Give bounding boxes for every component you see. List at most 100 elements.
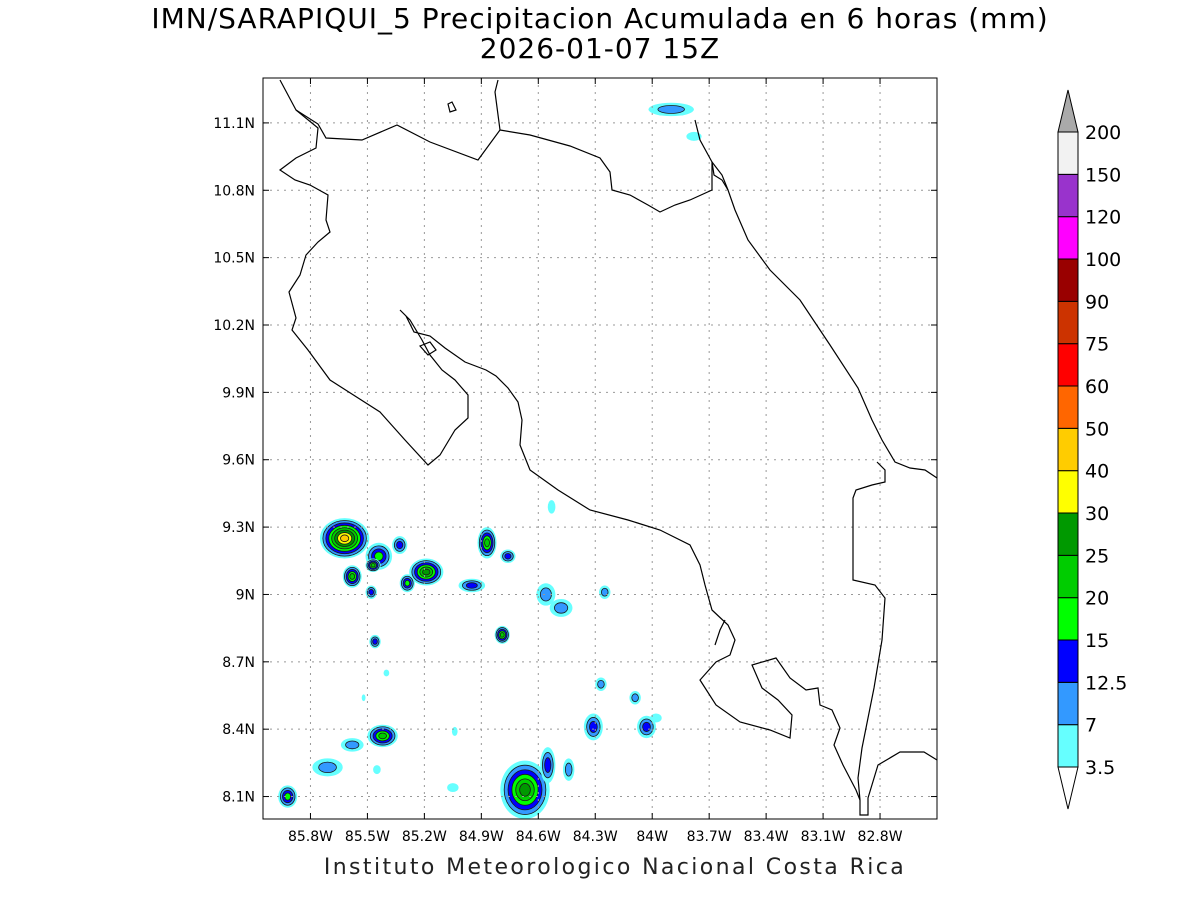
colorbar-label: 3.5 xyxy=(1085,757,1115,779)
colorbar-label: 100 xyxy=(1085,249,1121,271)
coastline-river-caribbean xyxy=(711,161,729,191)
colorbar-label: 50 xyxy=(1085,418,1109,440)
coastlines xyxy=(278,79,938,816)
lat-tick-label: 10.8N xyxy=(213,183,255,199)
institution-credit: Instituto Meteorologico Nacional Costa R… xyxy=(323,855,907,880)
lon-tick-label: 83.1W xyxy=(801,829,846,845)
colorbar-segment xyxy=(1057,597,1079,641)
precip-contour xyxy=(373,765,381,775)
colorbar-segment xyxy=(1057,427,1079,472)
lon-tick-label: 84W xyxy=(636,829,668,845)
precip-contour xyxy=(383,669,390,677)
coastline-osa-inlet xyxy=(714,619,726,646)
precip-contour xyxy=(686,131,702,141)
colorbar-segment xyxy=(1057,131,1079,175)
lat-tick-label: 10.5N xyxy=(213,251,255,267)
precip-contour xyxy=(547,500,556,514)
colorbar-label: 200 xyxy=(1085,122,1121,144)
precip-contour xyxy=(657,105,685,114)
colorbar-segment xyxy=(1057,639,1079,683)
precip-contour xyxy=(601,587,609,597)
lon-tick-label: 85.8W xyxy=(288,829,333,845)
colorbar-segment xyxy=(1057,385,1079,429)
colorbar-label: 60 xyxy=(1085,376,1109,398)
lat-tick-label: 11.1N xyxy=(213,116,255,132)
lat-tick-label: 9.3N xyxy=(222,520,255,536)
colorbar-label: 120 xyxy=(1085,207,1121,229)
colorbar-label: 25 xyxy=(1085,545,1109,567)
precip-contour xyxy=(451,726,458,736)
lon-tick-label: 83.4W xyxy=(744,829,789,845)
precip-contour xyxy=(465,582,478,589)
precip-contour xyxy=(396,540,404,550)
map-frame xyxy=(262,77,938,820)
precip-contour xyxy=(544,757,552,773)
coastline-island-north xyxy=(447,101,457,113)
precip-contour xyxy=(378,732,387,740)
precip-contour xyxy=(404,579,411,587)
precip-contour xyxy=(372,638,378,645)
precipitation-layer xyxy=(278,102,702,819)
colorbar-segment xyxy=(1057,724,1079,768)
map-subtitle: 2026-01-07 15Z xyxy=(479,32,721,65)
precip-contour xyxy=(370,563,376,568)
precip-contour xyxy=(519,783,531,797)
precip-contour xyxy=(318,761,337,773)
colorbar-segment xyxy=(1057,681,1079,726)
colorbar-label: 15 xyxy=(1085,630,1109,652)
precip-contour xyxy=(589,720,598,733)
colorbar-label: 7 xyxy=(1085,715,1097,737)
precip-contour xyxy=(374,551,384,561)
precip-contour xyxy=(447,783,459,793)
colorbar-segment xyxy=(1057,173,1079,218)
precip-contour xyxy=(650,713,662,723)
coastline-caribbean xyxy=(711,161,938,479)
precip-contour xyxy=(368,589,374,596)
colorbar-segment xyxy=(1057,512,1079,556)
coastline-panama-border xyxy=(852,461,938,816)
precip-contour xyxy=(642,721,651,732)
colorbar-lower-arrow xyxy=(1057,766,1079,810)
colorbar-segment xyxy=(1057,554,1079,599)
precip-contour xyxy=(504,553,512,560)
colorbar-label: 20 xyxy=(1085,588,1109,610)
coastline-nicaragua-border xyxy=(499,119,713,213)
lon-tick-label: 84.3W xyxy=(573,829,618,845)
lon-tick-label: 83.7W xyxy=(687,829,732,845)
colorbar-label: 12.5 xyxy=(1085,672,1127,694)
precip-contour xyxy=(499,632,505,638)
lat-tick-label: 8.1N xyxy=(222,790,255,806)
precip-contour xyxy=(345,740,360,750)
precip-contour xyxy=(539,587,552,602)
precip-contour xyxy=(484,538,490,548)
latitude-labels: 11.1N 10.8N 10.5N 10.2N 9.9N 9.6N 9.3N 9N 8.7N 8.… xyxy=(213,116,255,806)
lon-tick-label: 85.5W xyxy=(345,829,390,845)
colorbar-segment xyxy=(1057,470,1079,514)
precip-contour xyxy=(361,694,366,702)
colorbar-label: 30 xyxy=(1085,503,1109,525)
lon-tick-label: 85.2W xyxy=(402,829,447,845)
longitude-labels: 85.8W 85.5W 85.2W 84.9W 84.6W 84.3W 84W 83.7W 83… xyxy=(288,829,903,845)
colorbar-segment xyxy=(1057,343,1079,387)
colorbar-label: 40 xyxy=(1085,461,1109,483)
precip-contour xyxy=(564,762,573,777)
lon-tick-label: 84.6W xyxy=(516,829,561,845)
map-background xyxy=(263,78,937,819)
coastline-pacific xyxy=(278,109,861,801)
lat-tick-label: 8.4N xyxy=(222,722,255,738)
colorbar-upper-arrow xyxy=(1057,89,1079,133)
lat-tick-label: 9.6N xyxy=(222,453,255,469)
coastline-north-border xyxy=(279,79,501,161)
colorbar-label: 75 xyxy=(1085,334,1109,356)
map-title: IMN/SARAPIQUI_5 Precipitacion Acumulada … xyxy=(151,2,1049,35)
coastline-gulf-island xyxy=(418,341,437,356)
colorbar-label: 150 xyxy=(1085,164,1121,186)
colorbar-segment xyxy=(1057,300,1079,345)
precip-contour xyxy=(340,534,350,543)
precip-contour xyxy=(554,602,569,614)
lat-tick-label: 9N xyxy=(236,587,255,603)
lon-tick-label: 82.8W xyxy=(858,829,903,845)
grid-lines xyxy=(263,78,937,819)
colorbar-segment xyxy=(1057,216,1079,260)
